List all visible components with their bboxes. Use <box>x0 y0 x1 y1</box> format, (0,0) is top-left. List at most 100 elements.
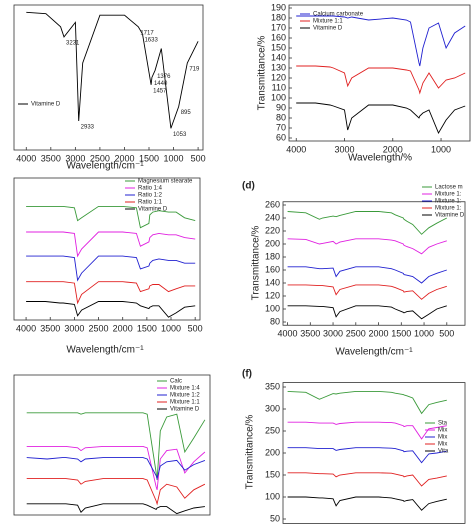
peak-label: 1376 <box>157 74 171 80</box>
x-axis-label: Wavelength/% <box>348 153 412 164</box>
spectrum-line <box>287 284 447 300</box>
x-axis-label: Wavelength/cm⁻¹ <box>335 347 413 358</box>
y-tick-label: 100 <box>265 491 280 501</box>
x-tick-label: 2000 <box>383 144 403 154</box>
y-tick-label: 120 <box>271 72 286 82</box>
y-axis-label: Transmittance/% <box>257 36 268 111</box>
y-tick-label: 90 <box>276 102 286 112</box>
x-tick-label: 500 <box>439 329 454 339</box>
y-tick-label: 110 <box>272 82 286 92</box>
spectrum-line <box>26 457 206 481</box>
y-tick-label: 80 <box>270 316 280 326</box>
spectrum-line <box>26 11 199 129</box>
peak-label: 1717 <box>140 30 154 36</box>
plot-frame <box>282 201 466 326</box>
legend-label: Vitamine D <box>138 207 168 213</box>
spectrum-line <box>296 65 466 95</box>
y-axis-label: Transmittance/% <box>245 415 256 490</box>
spectrum-line <box>26 301 196 318</box>
x-tick-label: 3000 <box>334 144 354 154</box>
spectrum-line <box>26 281 196 305</box>
legend-label: Ratio 1:4 <box>138 186 163 192</box>
x-tick-label: 3000 <box>64 323 84 333</box>
legend-label: Calc <box>170 379 182 385</box>
x-tick-label: 4000 <box>278 329 298 339</box>
spectrum-line <box>26 478 206 506</box>
legend-label: Mixture 1:1 <box>313 19 343 25</box>
y-tick-label: 140 <box>271 52 286 62</box>
y-tick-label: 300 <box>265 403 280 413</box>
y-tick-label: 100 <box>271 92 286 102</box>
peak-label: 1633 <box>144 38 158 44</box>
spectrum-line <box>287 211 448 235</box>
legend-label: Ratio 1:1 <box>138 200 163 206</box>
legend-label: Vitamine D <box>170 407 200 413</box>
y-tick-label: 200 <box>265 447 280 457</box>
plot-frame <box>13 374 211 516</box>
x-tick-label: 1500 <box>391 329 411 339</box>
legend-label: Mixture 1:4 <box>170 386 200 392</box>
x-tick-label: 3000 <box>323 329 343 339</box>
spectrum-line <box>287 421 447 440</box>
x-tick-label: 2000 <box>113 323 133 333</box>
legend-label: Vitamine D <box>435 213 465 219</box>
x-tick-label: 3500 <box>40 323 60 333</box>
spectrum-line <box>296 15 466 67</box>
x-tick-label: 4000 <box>16 153 36 163</box>
y-axis-label: Transmittance/% <box>251 226 262 301</box>
x-tick-label: 1000 <box>431 144 451 154</box>
legend-label: Vita <box>438 449 449 455</box>
x-tick-label: 1500 <box>139 153 159 163</box>
peak-label: 719 <box>189 67 200 73</box>
peak-label: 3231 <box>66 40 80 46</box>
legend-label: Ratio 1:2 <box>138 193 163 199</box>
y-tick-label: 150 <box>265 469 280 479</box>
x-tick-label: 1000 <box>164 153 184 163</box>
legend-label: Mixture 1: <box>435 199 462 205</box>
peak-label: 895 <box>181 110 192 116</box>
peak-label: 1457 <box>153 88 167 94</box>
plot-frame <box>288 4 471 142</box>
y-tick-label: 190 <box>271 2 286 12</box>
peak-label: 1440 <box>154 81 168 87</box>
legend-label: Vitamine D <box>313 26 343 32</box>
y-tick-label: 150 <box>271 42 286 52</box>
spectrum-line <box>26 445 206 490</box>
y-tick-label: 100 <box>265 303 280 313</box>
x-tick-label: 3500 <box>300 329 320 339</box>
x-tick-label: 4000 <box>286 144 306 154</box>
spectrum-line <box>287 266 447 284</box>
x-tick-label: 3000 <box>65 153 85 163</box>
y-tick-label: 130 <box>271 62 286 72</box>
y-tick-label: 140 <box>265 277 280 287</box>
x-tick-label: 2500 <box>90 153 110 163</box>
peak-label: 2933 <box>81 125 95 131</box>
spectrum-line <box>296 102 466 135</box>
legend-label: Mix <box>438 435 447 441</box>
legend-label: Magnesium stearate <box>138 179 193 185</box>
x-tick-label: 500 <box>191 153 206 163</box>
spectrum-line <box>26 205 196 229</box>
plot-frame <box>13 177 201 321</box>
plot-frame <box>13 4 204 151</box>
y-tick-label: 250 <box>265 425 280 435</box>
y-tick-label: 170 <box>271 22 286 32</box>
x-tick-label: 2000 <box>114 153 134 163</box>
x-tick-label: 2000 <box>369 329 389 339</box>
spectrum-line <box>287 305 447 320</box>
y-tick-label: 220 <box>265 225 280 235</box>
y-tick-label: 80 <box>276 112 286 122</box>
legend-label: Lactose m <box>435 185 463 191</box>
spectrum-line <box>287 447 447 464</box>
legend-label: Mixture 1:1 <box>170 400 200 406</box>
y-tick-label: 160 <box>271 32 286 42</box>
x-tick-label: 500 <box>188 323 203 333</box>
legend-label: Sta <box>438 421 448 427</box>
legend-label: Mixture 1: <box>435 206 462 212</box>
legend-label: Mix <box>438 442 447 448</box>
y-tick-label: 160 <box>265 264 280 274</box>
y-tick-label: 180 <box>265 251 280 261</box>
legend-label: Vitamine D <box>31 102 61 108</box>
x-tick-label: 1000 <box>414 329 434 339</box>
x-tick-label: 2500 <box>346 329 366 339</box>
